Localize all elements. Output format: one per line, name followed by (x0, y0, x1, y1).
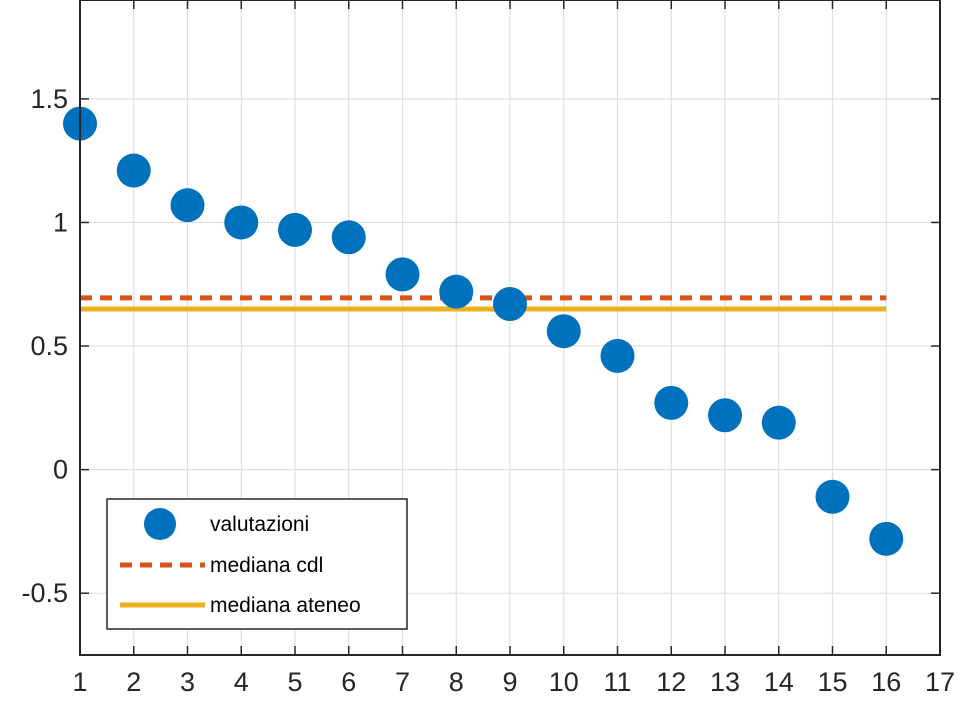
x-tick-label: 5 (287, 667, 302, 697)
x-tick-label: 15 (817, 667, 847, 697)
y-tick-label: 0 (53, 455, 68, 485)
x-tick-label: 3 (180, 667, 195, 697)
x-tick-label: 6 (341, 667, 356, 697)
legend-label: mediana cdl (210, 554, 323, 577)
x-tick-label: 12 (656, 667, 686, 697)
data-point (493, 287, 527, 322)
y-tick-label: 1 (53, 207, 68, 237)
data-markers (63, 106, 904, 556)
y-tick-label: -0.5 (21, 578, 68, 608)
data-point (385, 257, 420, 292)
x-tick-label: 17 (925, 667, 955, 697)
y-tick-label: 1.5 (30, 84, 68, 114)
x-tick-label: 4 (234, 667, 249, 697)
x-tick-label: 9 (502, 667, 517, 697)
legend-label: valutazioni (210, 513, 309, 536)
reference-lines (80, 295, 887, 312)
legend: valutazioni mediana cdl mediana ateneo (106, 498, 408, 630)
data-point (815, 479, 850, 514)
data-point (331, 220, 366, 255)
data-point (224, 205, 259, 240)
data-point (170, 188, 205, 223)
x-tick-label: 2 (126, 667, 141, 697)
data-point (600, 338, 635, 373)
data-point (278, 212, 312, 247)
x-tick-label: 1 (72, 667, 87, 697)
x-tick-label: 13 (710, 667, 740, 697)
y-tick-label: 0.5 (30, 331, 68, 361)
x-tick-label: 11 (603, 667, 631, 697)
data-point (546, 314, 581, 349)
x-tick-label: 7 (395, 667, 410, 697)
data-point (869, 521, 904, 556)
data-point (654, 385, 689, 420)
legend-label: mediana ateneo (210, 594, 361, 617)
data-point (708, 398, 742, 433)
x-tick-label: 8 (449, 667, 464, 697)
x-tick-label: 10 (549, 667, 579, 697)
data-point (439, 274, 474, 309)
legend-marker-icon (144, 508, 176, 540)
y-axis-ticks: 1.5 1 0.5 0 -0.5 (21, 84, 940, 608)
data-point (761, 405, 796, 440)
x-tick-label: 14 (764, 667, 794, 697)
x-tick-label: 16 (871, 667, 901, 697)
data-point (116, 153, 151, 188)
x-axis-ticks: 1 2 3 4 5 6 7 8 9 10 11 12 13 14 15 16 17 (72, 0, 955, 697)
